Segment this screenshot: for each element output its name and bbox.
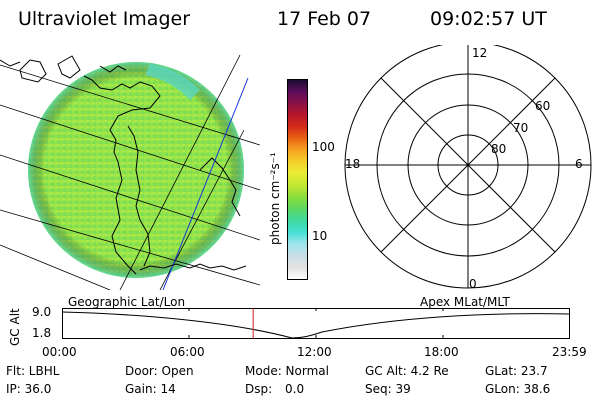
status-glat: GLat: 23.7 bbox=[485, 364, 548, 378]
timeline-xtick-1800: 18:00 bbox=[424, 345, 459, 359]
status-ip: IP: 36.0 bbox=[6, 382, 52, 396]
timeline-ytick-low: 1.8 bbox=[32, 326, 52, 340]
status-gain: Gain: 14 bbox=[125, 382, 176, 396]
status-filter: Flt: LBHL bbox=[6, 364, 60, 378]
status-mode: Mode: Normal bbox=[245, 364, 329, 378]
timeline-xtick-2359: 23:59 bbox=[552, 345, 587, 359]
timeline-xtick-0600: 06:00 bbox=[170, 345, 205, 359]
timeline-right-caption: Apex MLat/MLT bbox=[420, 295, 510, 309]
status-seq: Seq: 39 bbox=[365, 382, 411, 396]
timeline-plot bbox=[62, 308, 570, 339]
terminator-line bbox=[162, 77, 249, 290]
mlat-label-80: 80 bbox=[491, 142, 506, 156]
colorbar-tick-10: 10 bbox=[312, 229, 328, 243]
orbit-altitude-curve bbox=[62, 311, 570, 339]
colorbar-unit-label: photon cm⁻²s⁻¹ bbox=[268, 152, 282, 245]
status-dsp-label: Dsp: bbox=[245, 382, 273, 396]
mlt-label-0: 0 bbox=[469, 277, 477, 291]
colorbar bbox=[287, 79, 308, 280]
timeline-left-caption: Geographic Lat/Lon bbox=[68, 295, 186, 309]
polar-plot: 12 18 6 0 60 70 80 bbox=[344, 45, 592, 291]
app-title: Ultraviolet Imager bbox=[18, 8, 191, 30]
header-time: 09:02:57 UT bbox=[430, 8, 547, 30]
header-date: 17 Feb 07 bbox=[277, 8, 372, 30]
timeline-ytick-high: 9.0 bbox=[32, 305, 52, 319]
status-dsp-value: 0.0 bbox=[285, 382, 305, 396]
timeline-xtick-0000: 00:00 bbox=[42, 345, 77, 359]
polar-diagonal-2 bbox=[380, 77, 556, 253]
timeline-xtick-1200: 12:00 bbox=[297, 345, 332, 359]
mlt-label-18: 18 bbox=[345, 157, 360, 171]
mlat-label-70: 70 bbox=[513, 121, 528, 135]
mlt-label-6: 6 bbox=[575, 157, 583, 171]
mlt-label-12: 12 bbox=[472, 46, 487, 60]
earth-image bbox=[0, 54, 260, 290]
status-gc-alt: GC Alt: 4.2 Re bbox=[365, 364, 449, 378]
timeline-ylabel: GC Alt bbox=[8, 308, 22, 346]
mlat-label-60: 60 bbox=[535, 99, 550, 113]
status-door: Door: Open bbox=[125, 364, 194, 378]
status-glon: GLon: 38.6 bbox=[485, 382, 551, 396]
colorbar-tick-100: 100 bbox=[312, 140, 335, 154]
coastlines-outside bbox=[0, 59, 247, 271]
